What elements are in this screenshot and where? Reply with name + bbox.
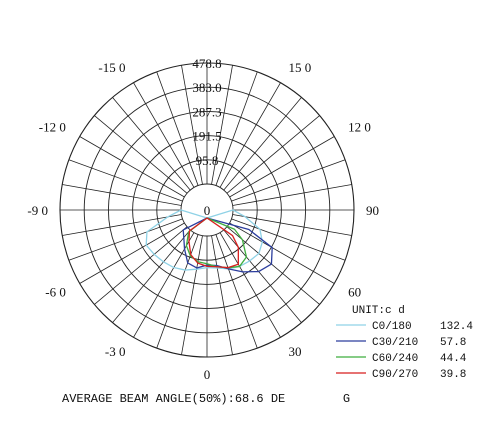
grid-spoke xyxy=(226,115,320,194)
grid-spoke xyxy=(112,229,191,323)
grid-spoke xyxy=(94,115,188,194)
grid-spoke xyxy=(231,218,346,261)
grid-spoke xyxy=(229,136,335,198)
grid-spoke xyxy=(181,65,203,185)
grid-spoke xyxy=(79,222,185,284)
legend-value: 57.8 xyxy=(440,337,466,349)
grid-spoke xyxy=(219,82,281,188)
curve-C0-180 xyxy=(145,209,263,271)
grid-spoke xyxy=(219,232,281,338)
beam-angle-footer: AVERAGE BEAM ANGLE(50%):68.6 DE G xyxy=(62,392,351,406)
grid-spoke xyxy=(133,82,195,188)
angle-label: 0 xyxy=(204,367,211,382)
grid-spoke xyxy=(156,71,199,186)
axis-labels: 478.8 383.0 287.3 191.5 95.8 0 -15 0 15 0 -12 0 1… xyxy=(27,56,379,382)
curve-C90-270 xyxy=(188,217,239,269)
radial-tick-label: 95.8 xyxy=(196,153,219,168)
grid-spoke xyxy=(211,235,233,355)
angle-label: 15 0 xyxy=(289,60,312,75)
grid-spoke xyxy=(181,235,203,355)
radial-tick-label: 0 xyxy=(204,203,211,218)
angle-label: -3 0 xyxy=(105,344,126,359)
angle-label: 12 0 xyxy=(348,120,371,135)
grid-spoke xyxy=(112,97,191,191)
legend-value: 44.4 xyxy=(440,353,467,365)
grid-spoke xyxy=(232,184,352,206)
grid-spoke xyxy=(156,234,199,349)
legend: UNIT:c d C0/180 132.4 C30/210 57.8 C60/240 44.… xyxy=(336,305,473,381)
grid-spoke xyxy=(62,214,182,236)
curve-C30-210 xyxy=(182,217,273,273)
grid-spoke xyxy=(215,234,258,349)
grid-spoke xyxy=(223,97,302,191)
grid-spoke xyxy=(133,232,195,338)
grid-spoke xyxy=(94,226,188,305)
grid-spoke xyxy=(231,159,346,202)
angle-label: 30 xyxy=(289,344,302,359)
angle-label: -9 0 xyxy=(27,203,48,218)
grid-spoke xyxy=(232,214,352,236)
grid-spoke xyxy=(223,229,302,323)
radial-tick-label: 383.0 xyxy=(192,80,221,95)
grid-spoke xyxy=(215,71,258,186)
grid-spoke xyxy=(68,159,183,202)
legend-value: 39.8 xyxy=(440,369,466,381)
angle-label: -6 0 xyxy=(45,285,66,300)
radial-tick-label: 478.8 xyxy=(192,56,221,71)
polar-grid xyxy=(59,62,355,358)
angle-label: 90 xyxy=(366,203,379,218)
radial-tick-label: 191.5 xyxy=(192,129,221,144)
angle-label: -12 0 xyxy=(39,120,66,135)
legend-name: C0/180 xyxy=(372,321,412,333)
unit-label: UNIT:c d xyxy=(352,305,405,317)
grid-spoke xyxy=(211,65,233,185)
grid-spoke xyxy=(79,136,185,198)
grid-spoke xyxy=(229,222,335,284)
angle-label: -15 0 xyxy=(98,60,125,75)
legend-name: C30/210 xyxy=(372,337,418,349)
angle-label: 60 xyxy=(348,285,361,300)
legend-name: C90/270 xyxy=(372,369,418,381)
grid-spoke xyxy=(62,184,182,206)
grid-spoke xyxy=(68,218,183,261)
photometric-curves xyxy=(145,209,273,273)
legend-value: 132.4 xyxy=(440,321,473,333)
radial-tick-label: 287.3 xyxy=(192,104,221,119)
legend-name: C60/240 xyxy=(372,353,418,365)
